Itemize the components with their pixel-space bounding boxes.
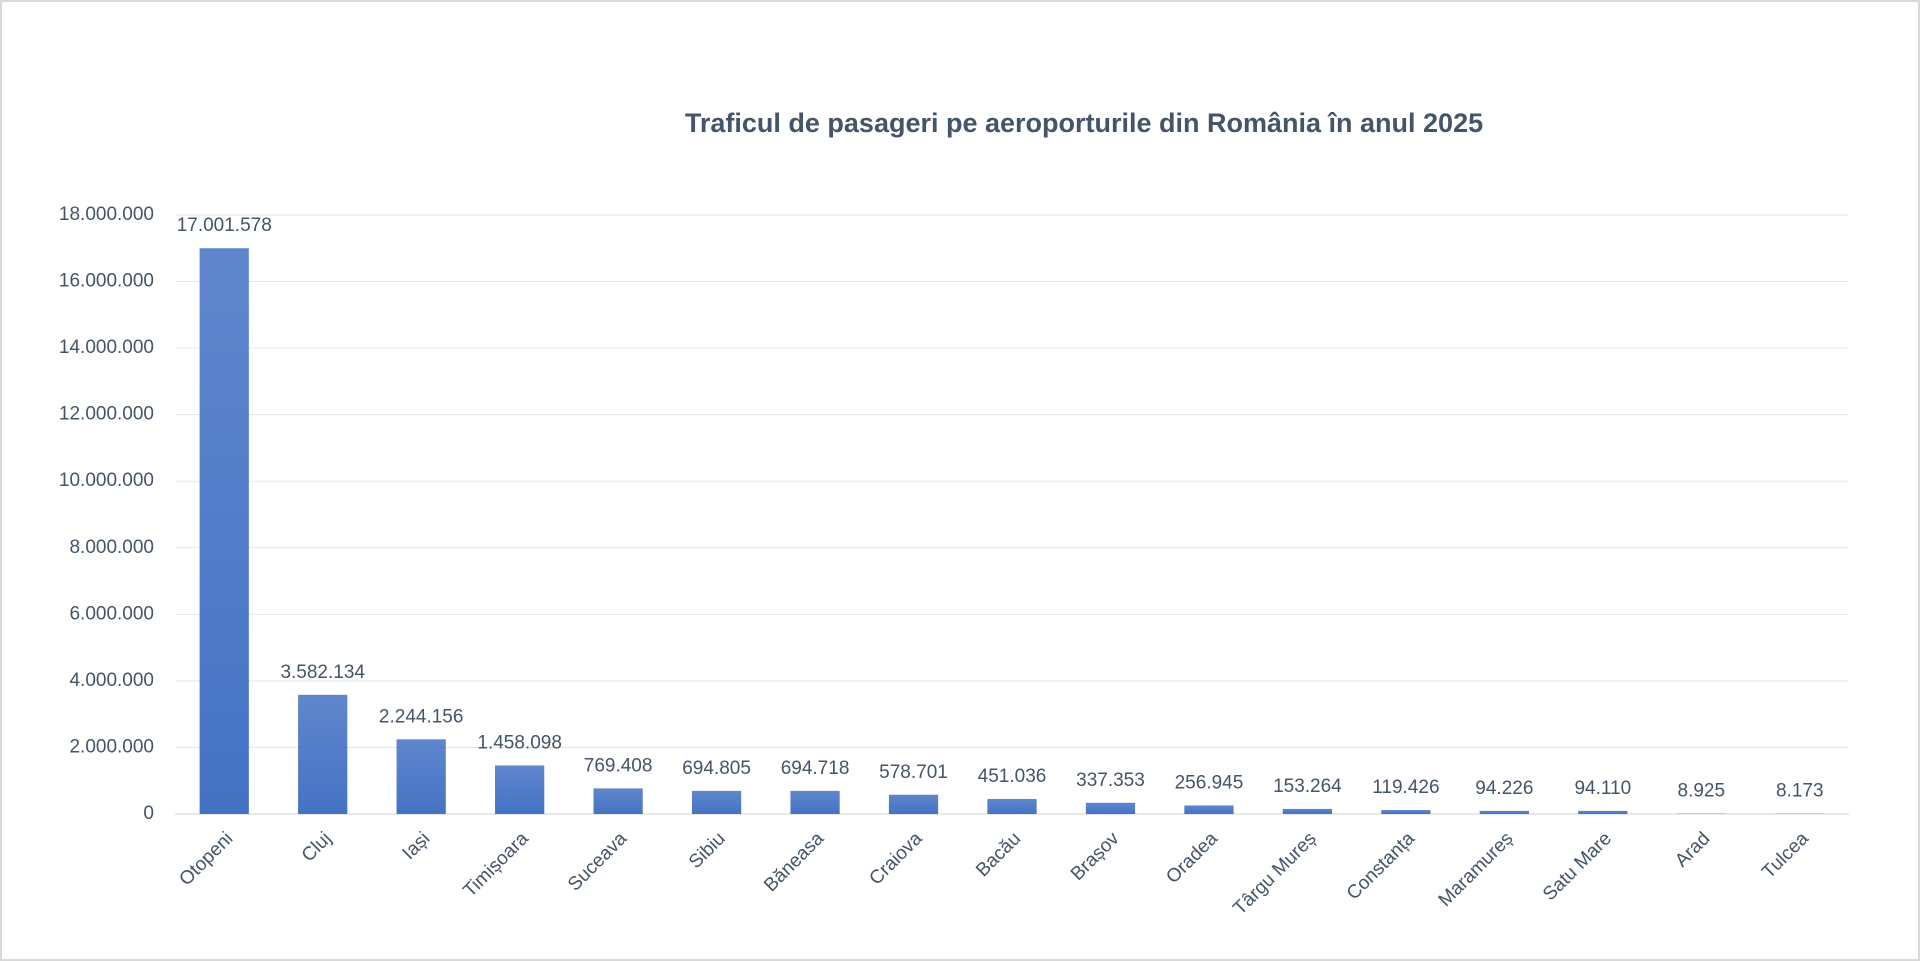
value-label: 2.244.156 (379, 706, 464, 727)
bar (691, 790, 742, 814)
bar (593, 788, 643, 814)
value-label: 94.110 (1574, 778, 1631, 799)
y-tick-label: 14.000.000 (59, 337, 154, 358)
value-label: 119.426 (1372, 777, 1439, 798)
value-label: 337.353 (1076, 770, 1145, 791)
bar (396, 739, 446, 814)
bar (987, 798, 1037, 814)
value-label: 8.173 (1776, 781, 1824, 802)
y-tick-label: 10.000.000 (59, 470, 154, 491)
value-label: 8.925 (1678, 781, 1726, 802)
value-label: 94.226 (1475, 778, 1533, 799)
chart-title: Traficul de pasageri pe aeroporturile di… (685, 108, 1483, 138)
bar (790, 790, 840, 814)
bar (1282, 808, 1333, 814)
value-label: 694.805 (682, 758, 751, 779)
y-tick-label: 6.000.000 (69, 603, 154, 624)
y-tick-label: 16.000.000 (59, 271, 154, 292)
bar (1184, 805, 1234, 814)
bar (298, 694, 348, 814)
y-tick-label: 4.000.000 (69, 670, 154, 691)
y-tick-label: 0 (143, 803, 154, 824)
y-tick-label: 2.000.000 (69, 736, 154, 757)
value-label: 451.036 (978, 766, 1047, 787)
y-tick-label: 12.000.000 (59, 404, 154, 425)
bar (1085, 802, 1136, 814)
value-label: 694.718 (781, 758, 850, 779)
value-label: 17.001.578 (177, 215, 272, 236)
value-label: 1.458.098 (477, 732, 562, 753)
value-label: 578.701 (879, 762, 948, 783)
y-tick-label: 8.000.000 (69, 537, 154, 558)
value-label: 769.408 (584, 755, 653, 776)
bar (1578, 810, 1628, 814)
value-label: 256.945 (1175, 772, 1244, 793)
bar (199, 248, 249, 814)
value-label: 3.582.134 (280, 662, 365, 683)
bar (888, 794, 939, 814)
bar (1381, 810, 1431, 814)
value-label: 153.264 (1273, 776, 1342, 797)
y-tick-label: 18.000.000 (59, 204, 154, 225)
bar (1479, 810, 1529, 814)
bar (495, 765, 545, 814)
